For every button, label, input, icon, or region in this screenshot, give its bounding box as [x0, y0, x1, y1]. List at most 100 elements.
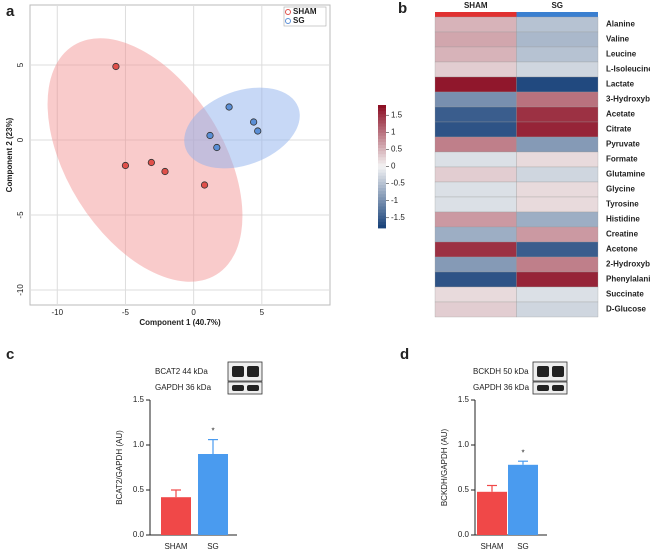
heatmap-cell — [516, 76, 599, 93]
colorbar-step — [378, 129, 386, 134]
row-label: Glutamine — [606, 170, 646, 179]
heatmap-cell — [516, 121, 599, 138]
heatmap-cell — [434, 151, 517, 168]
colorbar-step — [378, 135, 386, 140]
colorbar-step — [378, 203, 386, 207]
point — [112, 62, 120, 71]
colorbar-step — [378, 206, 386, 210]
colorbar-step — [378, 169, 386, 174]
legend-marker — [285, 18, 291, 24]
colorbar-step — [378, 138, 386, 143]
colorbar-step — [378, 181, 386, 186]
y-tick-label: 5 — [16, 62, 25, 67]
colorbar-label: 1 — [391, 127, 396, 136]
legend-label: SHAM — [293, 7, 317, 16]
heatmap-cell — [434, 241, 517, 258]
colorbar-step — [378, 221, 386, 226]
point — [225, 103, 233, 111]
heatmap-cell — [434, 121, 517, 138]
row-label: Formate — [606, 155, 638, 164]
row-label: Alanine — [606, 20, 635, 29]
heatmap-cell — [516, 286, 599, 303]
heatmap-cell — [516, 151, 599, 168]
panel-label: b — [398, 0, 407, 17]
colorbar-step — [378, 117, 386, 121]
sham-ellipse — [47, 38, 243, 282]
blot-label: GAPDH 36 kDa — [473, 383, 530, 392]
colorbar-label: -0.5 — [391, 179, 405, 188]
colorbar-step — [378, 215, 386, 220]
heatmap-cell — [516, 226, 599, 243]
colorbar-step — [378, 108, 386, 112]
colorbar-step — [378, 160, 386, 164]
x-tick-label: -5 — [122, 308, 130, 317]
row-label: L-Isoleucine — [606, 65, 650, 74]
row-label: Valine — [606, 35, 630, 44]
group-bar — [435, 12, 517, 17]
heatmap-cell — [516, 166, 599, 183]
row-label: Lactate — [606, 80, 635, 89]
blot-band — [537, 366, 549, 377]
column-label: SG — [551, 1, 563, 10]
row-label: 3-Hydroxybutyrate — [606, 95, 650, 104]
colorbar-step — [378, 178, 386, 183]
y-tick-label: -10 — [16, 284, 25, 296]
panel-label: d — [400, 346, 409, 363]
y-axis-label: BCKDH/GAPDH (AU) — [440, 428, 449, 506]
y-tick-label: 0.0 — [133, 530, 145, 539]
bar — [477, 491, 507, 535]
colorbar-step — [378, 194, 386, 198]
heatmap-cell — [516, 271, 599, 288]
panel-label: a — [6, 3, 15, 20]
y-tick-label: -5 — [16, 211, 25, 219]
heatmap-cell — [434, 286, 517, 303]
colorbar-step — [378, 175, 386, 180]
heatmap-cell — [516, 256, 599, 273]
colorbar-label: 0.5 — [391, 145, 403, 154]
point — [206, 131, 214, 140]
heatmap-cell — [516, 16, 599, 33]
panel-label: c — [6, 346, 14, 363]
row-label: Leucine — [606, 50, 637, 59]
heatmap-cell — [434, 136, 517, 153]
blot-label: BCAT2 44 kDa — [155, 367, 208, 376]
x-tick-label: SG — [207, 542, 219, 551]
x-tick-label: -10 — [51, 308, 63, 317]
heatmap-cell — [434, 196, 517, 213]
colorbar-step — [378, 144, 386, 149]
heatmap-cell — [516, 91, 599, 108]
heatmap-cell — [516, 211, 599, 228]
colorbar-step — [378, 218, 386, 223]
heatmap-cell — [434, 76, 517, 93]
group-bar — [516, 12, 598, 17]
point — [121, 161, 130, 170]
colorbar-step — [378, 120, 386, 124]
colorbar-label: -1.5 — [391, 213, 405, 222]
y-tick-label: 1.0 — [133, 440, 145, 449]
x-tick-label: SHAM — [480, 542, 503, 551]
bar — [161, 497, 191, 535]
colorbar-step — [378, 132, 386, 137]
heatmap-cell — [434, 181, 517, 198]
row-label: 2-Hydroxybutyrate — [606, 260, 650, 269]
row-label: Pyruvate — [606, 140, 640, 149]
colorbar-step — [378, 114, 386, 118]
point — [147, 158, 155, 167]
colorbar-step — [378, 151, 386, 155]
colorbar-step — [378, 188, 386, 192]
y-axis-label: Component 2 (23%) — [5, 117, 14, 192]
y-tick-label: 0.5 — [458, 485, 470, 494]
bar — [508, 464, 538, 535]
y-tick-label: 0.0 — [458, 530, 470, 539]
legend-label: SG — [293, 16, 305, 25]
row-label: Tyrosine — [606, 200, 639, 209]
colorbar-label: -1 — [391, 196, 399, 205]
heatmap-cell — [516, 181, 599, 198]
blot-band — [232, 385, 244, 391]
row-label: D-Glucose — [606, 305, 647, 314]
y-axis-label: BCAT2/GAPDH (AU) — [115, 430, 124, 505]
x-axis-label: Component 1 (40.7%) — [139, 318, 221, 327]
heatmap-cell — [434, 256, 517, 273]
colorbar-step — [378, 172, 386, 177]
x-tick-label: SG — [517, 542, 529, 551]
